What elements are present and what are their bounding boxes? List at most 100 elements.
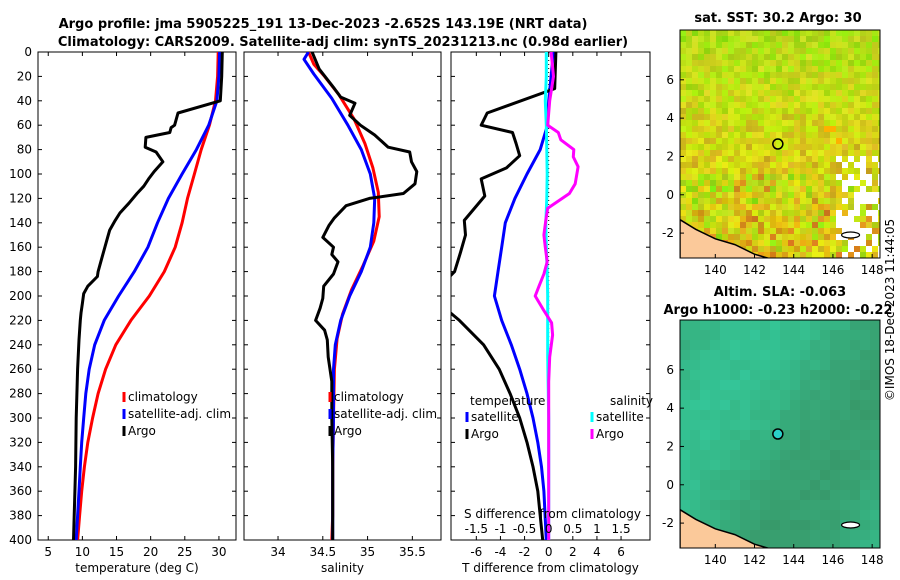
map-cell [860,400,871,411]
map-cell [806,216,813,223]
map-cell [878,30,880,37]
map-cell [728,168,735,175]
map-cell [758,102,765,109]
map-cell [746,168,753,175]
map-cell [758,132,765,139]
map-cell [776,222,783,229]
map-cell [794,246,801,253]
map-cell [818,132,825,139]
map-cell [776,240,783,247]
map-cell [840,510,851,521]
map-cell [866,150,873,157]
map-cell [704,174,711,181]
map-cell [818,72,825,79]
map-cell [746,72,753,79]
map-cell [734,180,741,187]
map-cell [800,490,811,501]
x-tick-label: 35 [360,545,375,559]
map-frame [679,319,881,549]
map-cell [764,102,771,109]
map-cell [764,108,771,115]
map-cell [764,72,771,79]
map-x-tick-label: 140 [704,553,727,567]
map-cell [720,490,731,501]
map-cell [752,66,759,73]
map-cell [850,460,861,471]
map-cell [820,520,831,531]
map-cell [788,198,795,205]
map-cell [760,390,771,401]
map-cell [794,72,801,79]
map-cell [790,460,801,471]
map-cell [728,78,735,85]
map-y-tick-label: 6 [666,73,674,87]
map-cell [776,144,783,151]
map-cell [690,400,701,411]
map-cell [746,42,753,49]
map-cell [722,36,729,43]
map-cell [686,54,693,61]
map-y-tick-label: 4 [666,111,674,125]
map-cell [770,60,777,67]
map-cell [710,96,717,103]
map-cell [728,114,735,121]
map-cell [824,30,831,37]
x-tick-label: 25 [177,545,192,559]
map-cell [730,410,741,421]
map-cell [780,410,791,421]
map-cell [752,84,759,91]
map-cell [780,430,791,441]
map-cell [692,180,699,187]
map-cell [794,192,801,199]
map-cell [854,210,861,217]
map-cell [794,222,801,229]
map-cell [776,96,783,103]
map-cell [770,390,781,401]
map-cell [716,168,723,175]
map-cell [752,240,759,247]
map-cell [716,234,723,241]
map-cell [680,36,687,43]
map-cell [690,420,701,431]
map-cell [750,510,761,521]
map-cell [752,54,759,61]
map-cell [824,78,831,85]
map-cell [782,72,789,79]
map-cell [812,186,819,193]
map-cell [878,204,880,211]
map-cell [810,380,821,391]
map-cell [820,380,831,391]
map-cell [866,162,873,169]
map-cell [870,460,880,471]
map-cell [824,126,831,133]
map-cell [830,30,837,37]
map-cell [806,192,813,199]
map-cell [800,222,807,229]
map-cell [758,36,765,43]
map-cell [770,150,777,157]
map-cell [710,430,721,441]
map-cell [788,150,795,157]
map-cell [764,84,771,91]
map-cell [836,216,843,223]
map-cell [764,54,771,61]
map-cell [770,198,777,205]
map-cell [830,430,841,441]
s-tick-label: -0.5 [513,522,536,536]
map-cell [752,204,759,211]
map-cell [740,320,751,331]
map-cell [770,72,777,79]
map-cell [680,48,687,55]
map-cell [728,72,735,79]
map-cell [794,234,801,241]
map-cell [740,510,751,521]
series-line-climatology [307,52,381,540]
map-cell [830,228,837,235]
map-cell [698,186,705,193]
map-cell [746,210,753,217]
map-cell [810,370,821,381]
map-cell [740,174,747,181]
map-cell [870,490,880,501]
map-cell [760,410,771,421]
map-cell [820,470,831,481]
